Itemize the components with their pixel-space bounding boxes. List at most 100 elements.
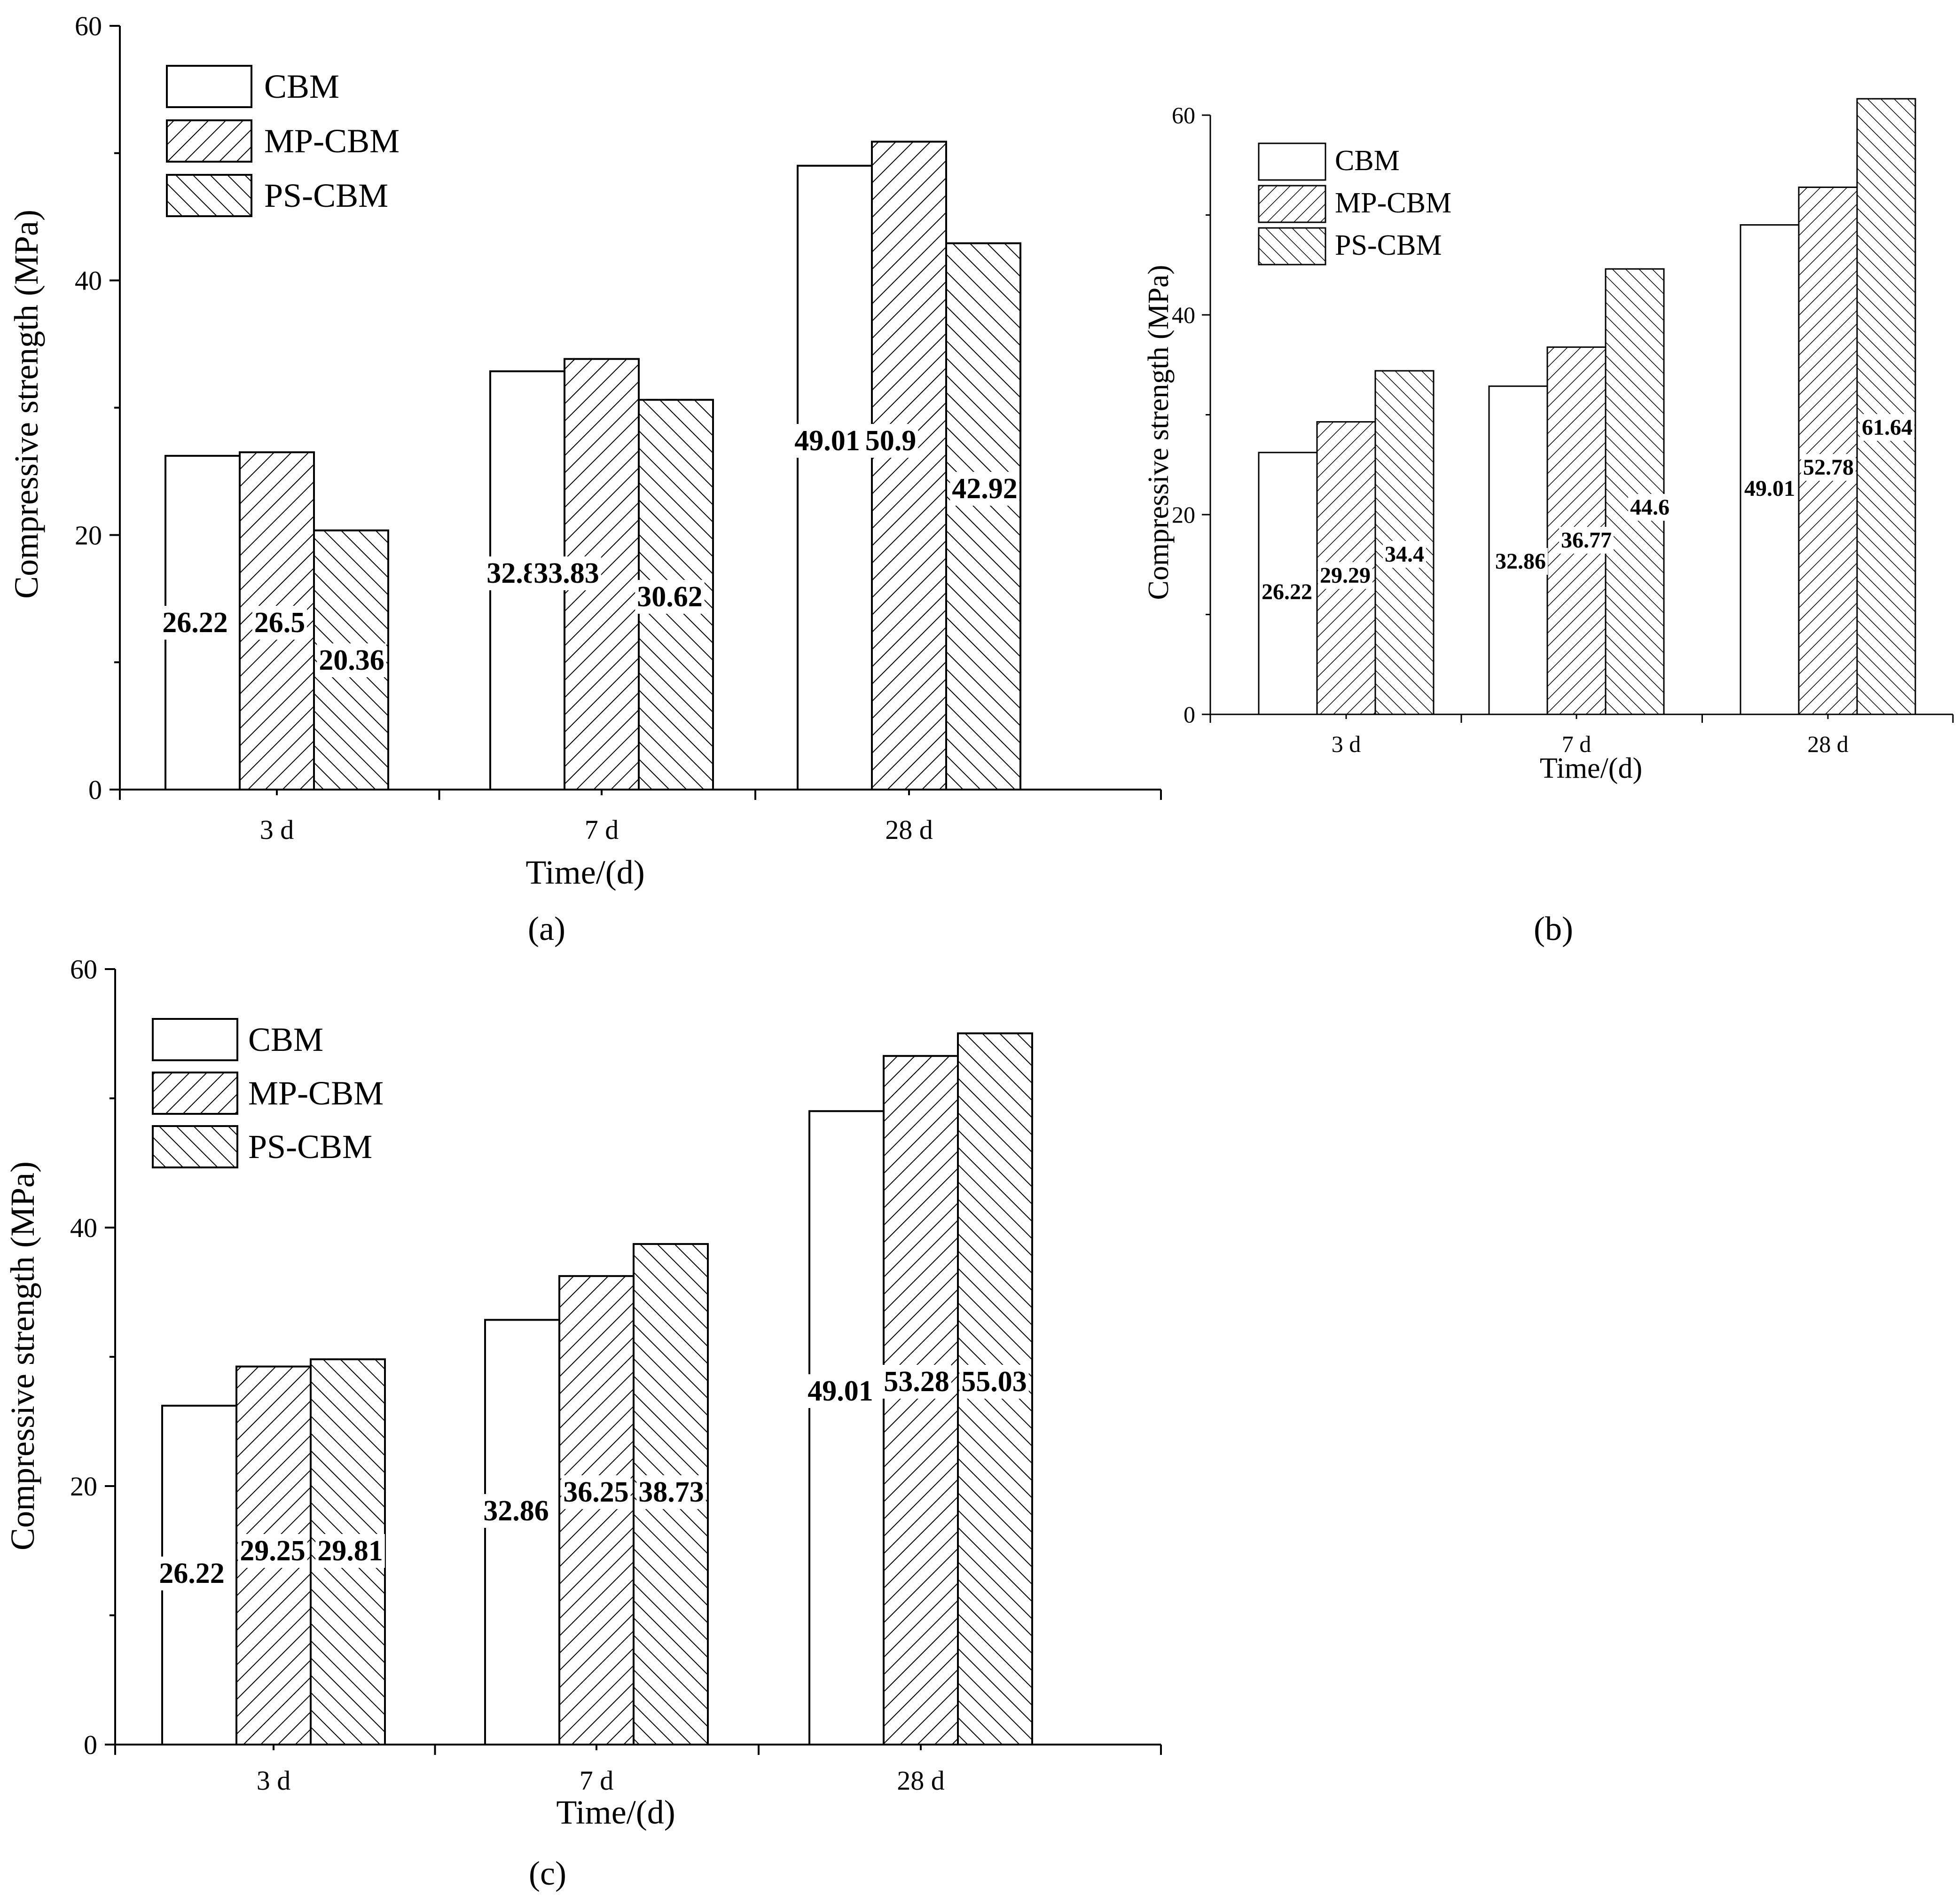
- panel-b-x-tick-labels: 3 d 7 d 28 d: [1332, 731, 1849, 757]
- panel-c-xtick-label: 28 d: [897, 1765, 945, 1796]
- panel-c-value-labels: 26.22 32.86 49.01 29.25 36.25 53.28 29.81 38.73…: [157, 1365, 1029, 1590]
- panel-a-value-label-bg: [160, 606, 230, 640]
- panel-a-legend-swatch-cbm: [166, 65, 252, 108]
- panel-b-value-label-bg: [1559, 527, 1614, 554]
- panel-c-value-label-bg: [882, 1365, 951, 1399]
- panel-c-ytick-label: 40: [70, 1213, 97, 1243]
- panel-c-value-label: 55.03: [961, 1366, 1027, 1398]
- panel-c-x-tick-labels: 3 d 7 d 28 d: [257, 1765, 945, 1796]
- panel-c-caption: (c): [529, 1855, 566, 1892]
- panel-c-value-label: 29.81: [317, 1535, 383, 1567]
- panel-b-bar-ps-cbm-2: [1856, 98, 1916, 715]
- panel-c-bar-cbm-2: [808, 1110, 885, 1746]
- panel-a-value-label-bg: [792, 424, 862, 458]
- panel-c-xtick-label: 3 d: [257, 1765, 291, 1796]
- panel-b-legend: CBM MP-CBM PS-CBM: [1258, 142, 1451, 266]
- panel-b-value-label-bg: [1742, 475, 1797, 502]
- panel-b-value-label-bg: [1383, 541, 1426, 568]
- panel-c-value-label: 29.25: [240, 1535, 306, 1567]
- panel-a-legend-label: MP-CBM: [264, 122, 400, 160]
- panel-c-value-label-bg: [315, 1534, 385, 1568]
- panel-a-value-label: 50.9: [865, 425, 917, 457]
- panel-a-value-label: 42.92: [952, 473, 1018, 505]
- panel-a-value-label-bg: [252, 606, 307, 640]
- panel-b-value-label-bg: [1260, 579, 1314, 605]
- panel-a-x-axis-title: Time/(d): [525, 853, 644, 891]
- panel-c-axes: [105, 968, 1162, 1755]
- panel-c-ytick-label: 0: [84, 1730, 97, 1760]
- panel-a-bars: [165, 141, 1021, 791]
- panel-b-bar-cbm-2: [1740, 224, 1800, 715]
- panel-a-xtick-label: 28 d: [885, 814, 933, 845]
- chart-panel-a: 26.2232.8649.0126.533.8350.920.3630.6242…: [8, 11, 1162, 947]
- panel-b-value-label: 26.22: [1262, 579, 1312, 604]
- panel-a-value-label: 26.5: [254, 607, 306, 639]
- panel-b-legend-label: PS-CBM: [1335, 229, 1442, 261]
- panel-a-ytick-label: 20: [75, 520, 102, 550]
- panel-c-bar-mp-cbm-2: [883, 1055, 959, 1745]
- panel-a-bar-ps-cbm-2: [945, 242, 1021, 791]
- panel-c-value-label-bg: [561, 1475, 631, 1509]
- panel-b-axes: [1202, 114, 1954, 723]
- panel-c-x-axis-title: Time/(d): [556, 1793, 675, 1831]
- panel-b-xtick-label: 3 d: [1332, 731, 1361, 757]
- panel-a-ytick-label: 0: [88, 775, 102, 805]
- panel-b-legend-label: CBM: [1335, 145, 1400, 177]
- panel-b-value-label-bg: [1860, 414, 1914, 441]
- panel-b-value-label: 29.29: [1320, 563, 1371, 588]
- panel-a-value-label: 49.01: [794, 425, 860, 457]
- panel-a-value-label: 20.36: [319, 644, 384, 676]
- chart-panel-b: 26.22 32.86 49.01 29.29 36.77 52.78 34.4 44.6 61…: [1143, 98, 1954, 947]
- panel-c-value-label: 49.01: [808, 1375, 873, 1407]
- panel-a-xtick-label: 3 d: [260, 814, 294, 845]
- panel-b-ytick-label: 20: [1172, 501, 1195, 528]
- panel-c-value-label: 32.86: [483, 1495, 549, 1527]
- panel-a-legend-swatch-ps-cbm: [166, 174, 252, 217]
- panel-b-value-label: 61.64: [1862, 415, 1913, 440]
- panel-a-caption: (a): [528, 910, 565, 947]
- panel-b-value-labels: 26.22 32.86 49.01 29.29 36.77 52.78 34.4 44.6 61…: [1260, 414, 1914, 605]
- panel-b-value-label: 49.01: [1744, 476, 1795, 501]
- panel-b-xtick-label: 7 d: [1562, 731, 1592, 757]
- panel-a-value-label: 30.62: [637, 581, 703, 613]
- panel-a-ytick-label: 40: [75, 266, 102, 296]
- panel-a-legend-label: PS-CBM: [264, 177, 388, 214]
- panel-b-bar-ps-cbm-1: [1605, 268, 1665, 715]
- panel-b-value-label-bg: [1318, 562, 1372, 589]
- panel-c-legend-swatch-ps-cbm: [152, 1125, 238, 1168]
- chart-panel-c: 26.22 32.86 49.01 29.25 36.25 53.28 29.81 38.73…: [4, 954, 1162, 1892]
- panel-c-y-axis-title: Compressive strength (MPa): [4, 1161, 41, 1550]
- panel-b-ytick-label: 40: [1172, 302, 1195, 328]
- panel-c-legend-label: MP-CBM: [248, 1074, 384, 1112]
- panel-c-legend-label: PS-CBM: [248, 1128, 372, 1166]
- panel-c-legend-swatch-cbm: [152, 1018, 238, 1061]
- panel-a-value-label: 33.83: [533, 557, 599, 589]
- panel-c-legend-swatch-mp-cbm: [152, 1072, 238, 1115]
- panel-b-caption: (b): [1534, 910, 1573, 947]
- panel-a-value-label-bg: [317, 643, 386, 677]
- panel-c-value-label-bg: [806, 1374, 875, 1408]
- panel-c-bar-mp-cbm-1: [558, 1275, 635, 1745]
- panel-c-value-label-bg: [481, 1494, 551, 1528]
- panel-a-value-labels: 26.2232.8649.0126.533.8350.920.3630.6242…: [160, 424, 1019, 677]
- panel-c-value-label: 26.22: [159, 1558, 225, 1589]
- panel-c-value-label: 53.28: [884, 1366, 949, 1398]
- panel-c-legend: CBM MP-CBM PS-CBM: [152, 1018, 384, 1168]
- panel-c-xtick-label: 7 d: [580, 1765, 614, 1796]
- panel-c-value-label: 38.73: [638, 1476, 704, 1508]
- panel-a-bar-cbm-2: [797, 164, 873, 791]
- panel-c-value-label-bg: [238, 1534, 307, 1568]
- panel-a-legend: CBM MP-CBM PS-CBM: [166, 65, 400, 217]
- panel-a-value-label-bg: [532, 556, 601, 590]
- panel-a-bar-mp-cbm-2: [871, 141, 947, 791]
- panel-b-ytick-label: 0: [1184, 701, 1195, 728]
- panel-b-legend-swatch-cbm: [1258, 142, 1326, 181]
- panel-a-value-label-bg: [863, 424, 918, 458]
- panel-c-ytick-label: 20: [70, 1471, 97, 1502]
- panel-b-value-label: 34.4: [1385, 542, 1424, 567]
- panel-b-legend-swatch-ps-cbm: [1258, 227, 1326, 266]
- panel-b-xtick-label: 28 d: [1807, 731, 1849, 757]
- panel-b-value-label: 52.78: [1803, 455, 1854, 480]
- panel-b-value-label: 36.77: [1561, 528, 1612, 553]
